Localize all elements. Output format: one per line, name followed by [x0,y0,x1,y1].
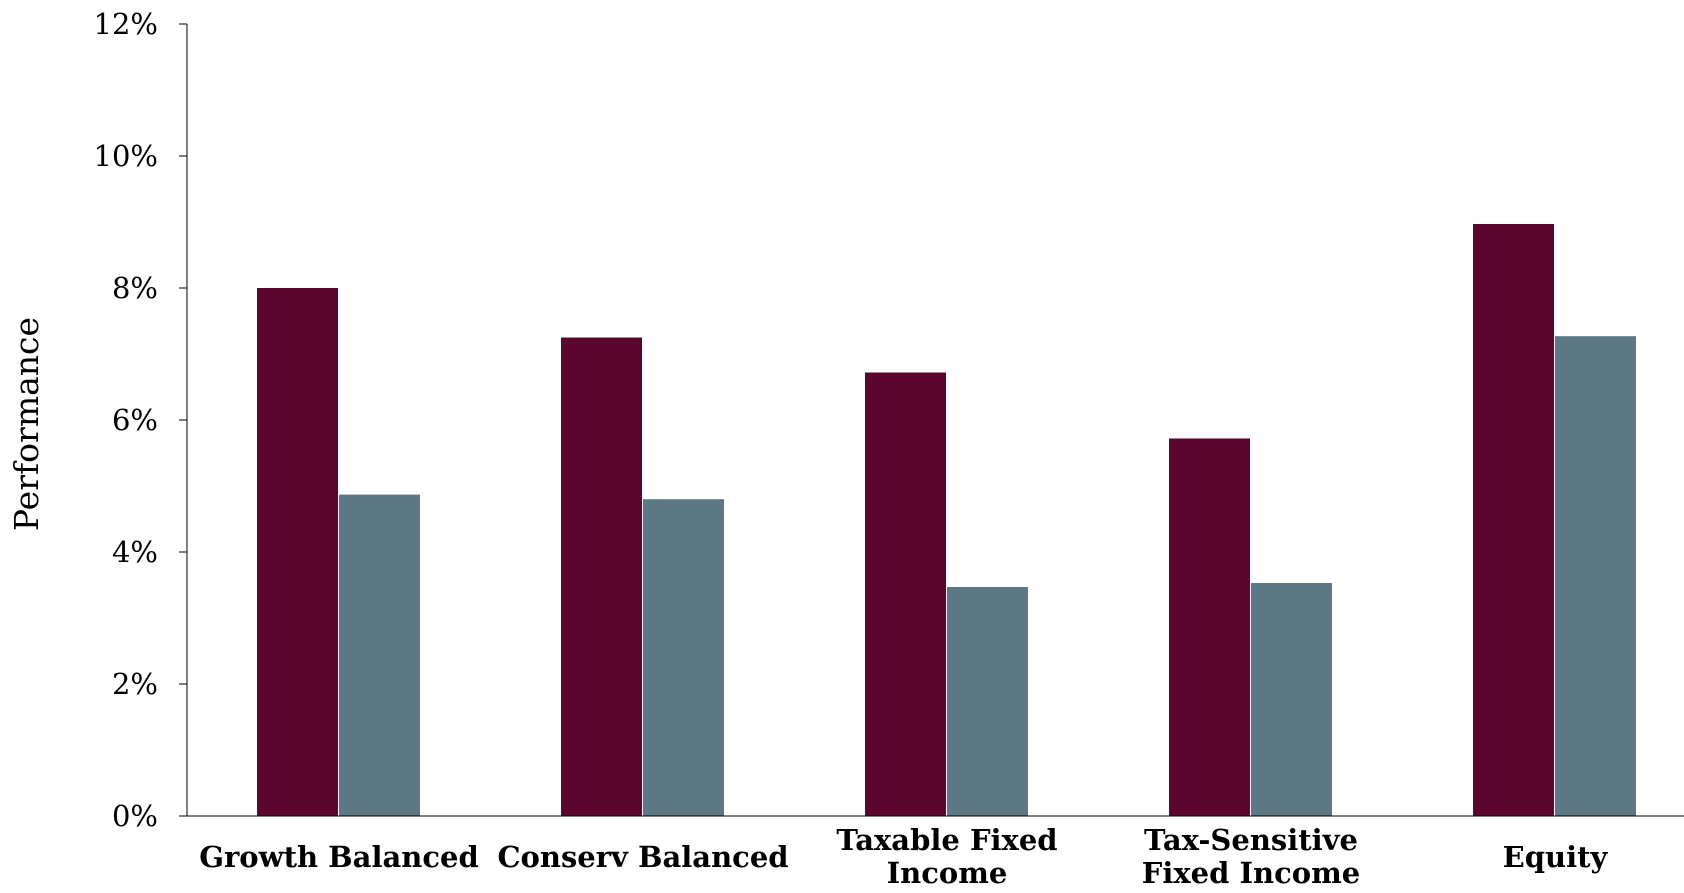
bar-series-1-cat-5 [1473,223,1554,817]
x-category-label: Income [887,856,1008,889]
axes-layer [179,23,1684,817]
bar-series-2-cat-3 [947,586,1028,816]
bar-series-1-cat-2 [561,337,642,816]
bar-series-1-cat-4 [1169,438,1250,816]
x-category-label: Equity [1503,840,1609,874]
bar-series-2-cat-2 [643,499,724,816]
bar-series-1-cat-1 [257,288,338,816]
y-axis-title: Performance [7,317,46,531]
x-category-label: Conserv Balanced [497,840,788,874]
bar-series-1-cat-3 [865,372,946,816]
y-tick-label: 2% [112,667,158,701]
y-tick-label: 0% [112,799,158,833]
y-tick-label: 10% [94,139,158,173]
y-tick-label: 6% [112,403,158,437]
y-tick-label: 12% [94,7,158,41]
bar-series-2-cat-5 [1555,336,1636,816]
bars-layer [257,223,1636,817]
y-tick-label: 8% [112,271,158,305]
labels-layer: 0% 2% 4% 6% 8% 10% 12% Growth Balanced Conserv B… [7,7,1609,890]
x-category-label: Fixed Income [1142,856,1361,889]
bar-series-2-cat-4 [1251,583,1332,816]
x-category-label: Tax-Sensitive [1144,823,1358,857]
y-tick-label: 4% [112,535,158,569]
x-category-label: Taxable Fixed [836,823,1057,857]
bar-series-2-cat-1 [339,494,420,816]
x-category-label: Growth Balanced [199,840,479,874]
